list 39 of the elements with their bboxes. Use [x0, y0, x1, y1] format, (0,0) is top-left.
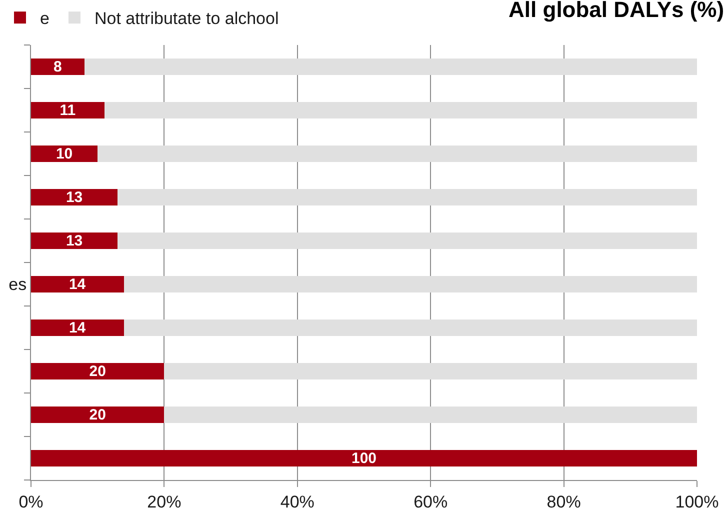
- bar: [31, 145, 98, 162]
- bar: [98, 145, 697, 162]
- data-label: 100: [351, 450, 377, 467]
- bar: [31, 276, 124, 293]
- bar: [118, 188, 697, 206]
- bar: [31, 232, 118, 250]
- bar: [31, 319, 124, 336]
- bar: [31, 188, 118, 206]
- bar: [84, 58, 697, 76]
- bar: [31, 102, 104, 119]
- legend-label: e: [40, 9, 50, 28]
- x-tick-label: 80%: [546, 492, 581, 512]
- data-label: 14: [68, 276, 86, 293]
- data-label: 14: [68, 319, 86, 336]
- bar: [118, 232, 697, 250]
- bar: [31, 58, 84, 76]
- bar: [124, 276, 697, 293]
- x-tick-label: 60%: [414, 492, 448, 512]
- bar: [31, 362, 164, 380]
- data-label: 8: [53, 58, 62, 76]
- bar: [104, 102, 697, 119]
- data-label: 11: [60, 102, 76, 119]
- data-label: 13: [66, 188, 83, 206]
- data-label: 10: [56, 145, 73, 162]
- bar: [124, 319, 697, 336]
- legend-label: Not attributate to alchool: [94, 9, 279, 28]
- data-label: 20: [89, 406, 106, 424]
- data-label: 13: [66, 232, 83, 250]
- bar: [31, 406, 164, 424]
- bar: [164, 362, 697, 380]
- bar: [164, 406, 697, 424]
- bar: [31, 450, 697, 467]
- chart-title: All global DALYs (%): [508, 0, 724, 22]
- y-tick-label: es: [8, 275, 27, 294]
- x-tick-label: 20%: [147, 492, 182, 512]
- data-label: 20: [89, 362, 106, 380]
- x-tick-label: 0%: [18, 492, 44, 512]
- x-tick-label: 40%: [280, 492, 314, 512]
- x-tick-label: 100%: [675, 492, 719, 512]
